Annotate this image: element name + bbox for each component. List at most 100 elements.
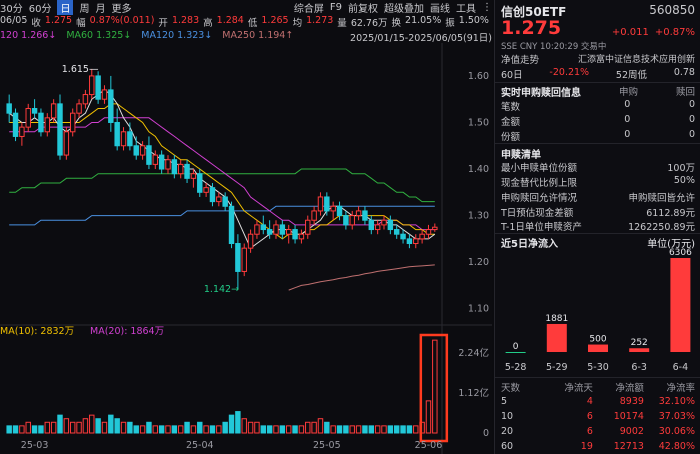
candle-body [108,89,114,123]
tool-draw[interactable]: 画线 [430,4,450,15]
tool-tools[interactable]: 工具 [456,4,476,15]
stats-rate: 30.06% [658,426,695,437]
price-tick-label: 1.30 [468,211,489,222]
inflow-unit: 单位(万元) [647,239,695,250]
candle-body [101,89,108,100]
candle-body [260,224,267,231]
stats-row: 20 6 9002 30.06% [501,426,695,437]
nav-label: 净值走势 [501,55,540,66]
candle-body [285,229,292,235]
stats-flowdays: 6 [586,426,593,437]
volume-bar [158,425,165,434]
candle-body [305,219,311,235]
volume-bar [139,425,146,434]
volume-bar [355,425,362,434]
amplitude-label: 振 [445,18,455,29]
volume-bar [400,425,406,434]
price-tick-label: 1.60 [468,71,489,82]
volume-bar [38,425,44,434]
volume-bar [50,421,57,434]
volume-bar [152,425,159,434]
turnover-label: 换 [391,18,402,29]
candle-body [413,238,419,245]
candle-body [209,187,216,203]
list-item: 申购赎回允许情况 申购赎回皆允许 [501,190,695,204]
list-value: 100万 [667,163,695,174]
volume-ma20-label: MA(20): 1864万 [90,326,164,337]
candle-body [336,205,343,217]
tool-overview[interactable]: 综合屏 [293,4,324,15]
candle-body [25,108,31,128]
low-label: 低 [247,18,258,29]
volume-bar [216,425,222,434]
tool-adjust[interactable]: 前复权 [348,4,378,15]
volume-bar [89,414,95,434]
inflow-value-label: 252 [631,338,648,348]
period-60min[interactable]: 60分 [28,4,52,15]
stats-rate: 42.80% [658,441,695,452]
stats-rate: 32.10% [658,396,695,407]
avg-value: 1.273 [306,15,334,26]
candle-body [89,75,95,96]
candle-body [432,226,438,231]
tool-f9[interactable]: F9 [329,2,342,13]
volume-bar [197,421,203,434]
list-label: T日预估现金差额 [501,208,574,219]
stock-price: 1.275 [501,17,562,39]
candle-body [57,103,63,156]
x-tick-label: 25-04 [186,440,214,451]
stats-header-days: 天数 [501,383,521,394]
candle-body [374,224,381,231]
inflow-title: 近5日净流入 [501,239,558,250]
ma60-legend: MA60 1.325↓ [66,30,132,41]
subscription-title: 实时申购赎回信息 [501,88,581,99]
ma250-line [288,264,435,291]
candle-body [69,112,76,133]
volume-tick-label: 0 [483,428,489,439]
candle-body [44,117,51,133]
candle-body [266,229,273,235]
date-range: 2025/01/15-2025/06/05(91日) [350,33,492,44]
volume-bar [273,425,279,434]
kline-chart[interactable]: 1.60 1.50 1.40 1.30 1.20 1.10 1.615— 1.142→ MA(1… [0,43,492,454]
period-day[interactable]: 日 [57,0,74,15]
subscription-header-buy: 申购 [618,87,638,98]
stats-days: 60 [501,441,514,452]
period-30min[interactable]: 30分 [0,4,23,15]
volume-bar [266,425,273,434]
period-more[interactable]: 更多 [111,4,132,15]
volume-tick-label: 2.24亿 [458,347,489,359]
period-60d-value: -20.21% [549,67,590,78]
stats-rate: 37.03% [658,411,695,422]
list-label: 最小申赎单位份额 [501,163,578,174]
volume-bar [203,425,209,434]
stats-amount: 8939 [619,396,644,407]
x-tick-label: 25-05 [313,440,341,451]
stats-amount: 12713 [613,441,644,452]
week52-low-value: 0.78 [673,67,695,78]
ma-legend: 120 1.266↓ MA60 1.325↓ MA120 1.323↓ MA25… [0,30,492,43]
price-tick-label: 1.20 [468,257,489,268]
volume-bar [101,421,108,434]
more-icon[interactable]: ⋮ [482,2,492,13]
tool-overlay[interactable]: 超级叠加 [384,4,424,15]
candle-body [171,159,178,175]
candle-body [12,112,19,137]
candle-body [95,75,101,100]
volume-tick-label: 1.12亿 [458,387,489,399]
volume-bar [228,414,235,434]
period-month[interactable]: 月 [95,4,106,15]
low-value: 1.265 [261,15,289,26]
volume-bar [127,421,133,434]
stats-flowdays: 19 [580,441,593,452]
candle-body [50,103,57,119]
candle-body [114,121,120,147]
row-buy: 0 [624,129,631,140]
period-week[interactable]: 周 [79,4,90,15]
info-panel: 信创50ETF 560850 1.275 +0.011 +0.87% SSE C… [494,0,700,454]
candle-body [273,224,279,235]
list-item: 最小申赎单位份额 100万 [501,160,695,174]
row-label: 笔数 [501,102,521,113]
volume-bar [69,421,76,434]
stats-days: 5 [501,396,508,407]
